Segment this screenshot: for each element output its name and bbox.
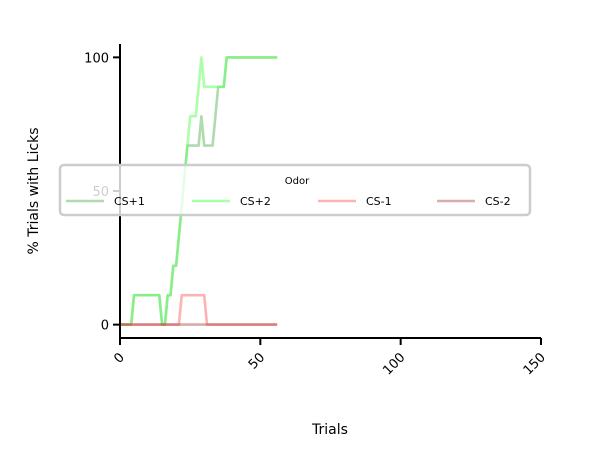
- x-tick-label: 150: [521, 350, 549, 378]
- y-axis-title: % Trials with Licks: [26, 127, 42, 254]
- x-tick-label: 50: [246, 350, 268, 372]
- legend: Odor CS+1 CS+2 CS-1 CS-2: [58, 163, 532, 217]
- legend-label: CS-1: [366, 195, 392, 208]
- legend-label: CS+1: [114, 195, 145, 208]
- legend-label: CS+2: [240, 195, 271, 208]
- legend-entries: CS+1 CS+2 CS-1 CS-2: [66, 195, 511, 208]
- x-tick-label: 0: [111, 350, 127, 366]
- legend-label: CS-2: [485, 195, 511, 208]
- legend-title: Odor: [285, 176, 310, 187]
- x-tick-label: 100: [380, 350, 408, 378]
- series-line-3: [120, 293, 278, 326]
- x-ticks: 0 50 100 150: [111, 338, 549, 378]
- series-layer: [120, 56, 278, 326]
- legend-frame: [58, 163, 532, 217]
- y-tick-label: 0: [101, 319, 109, 334]
- y-tick-label: 100: [84, 51, 109, 66]
- x-axis-title: Trials: [311, 422, 348, 438]
